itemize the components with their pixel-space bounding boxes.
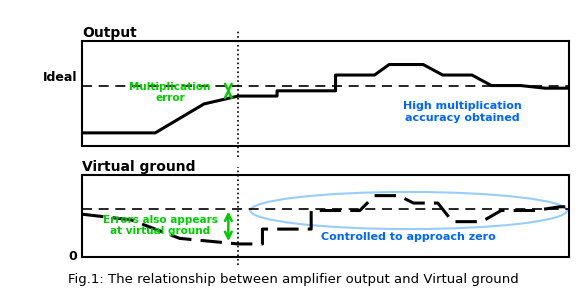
Text: 0: 0: [69, 251, 77, 263]
Text: Virtual ground: Virtual ground: [82, 160, 195, 174]
Text: Controlled to approach zero: Controlled to approach zero: [321, 232, 496, 241]
Text: High multiplication
accuracy obtained: High multiplication accuracy obtained: [403, 101, 522, 123]
Text: Output: Output: [82, 26, 137, 40]
Text: Errors also appears
at virtual ground: Errors also appears at virtual ground: [103, 215, 218, 236]
Text: Ideal: Ideal: [43, 71, 77, 84]
Text: Multiplication
error: Multiplication error: [129, 81, 211, 103]
Text: Fig.1: The relationship between amplifier output and Virtual ground: Fig.1: The relationship between amplifie…: [68, 273, 519, 286]
